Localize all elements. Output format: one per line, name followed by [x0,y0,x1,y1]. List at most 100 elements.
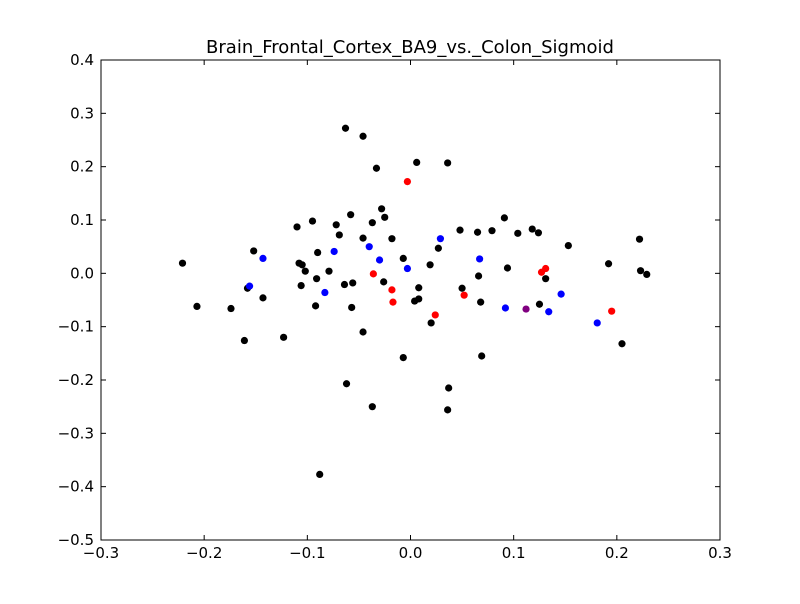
data-point [399,254,407,262]
data-point [488,227,496,235]
data-point [478,352,486,360]
data-point [227,304,235,313]
data-point [415,295,423,303]
y-tick-label: 0.3 [70,104,94,122]
data-point [618,340,626,348]
data-point [413,158,421,166]
data-point [643,270,651,278]
data-point [250,247,258,255]
data-point [348,303,356,312]
data-point [381,213,389,221]
data-point [349,279,357,287]
data-point [476,255,484,263]
data-point [259,294,267,302]
chart-title: Brain_Frontal_Cortex_BA9_vs._Colon_Sigmo… [206,37,614,58]
data-point [372,164,381,172]
data-point [316,470,324,478]
data-point [403,264,412,273]
data-point [389,298,397,306]
data-point [332,221,340,229]
data-point [501,304,510,312]
x-tick-label: −0.1 [289,544,325,562]
data-point [500,214,508,222]
x-tick-label: 0.0 [399,544,423,562]
data-point [359,234,367,242]
data-point [542,275,550,283]
data-point [474,272,483,280]
y-tick-label: 0.2 [70,158,94,176]
data-point [313,275,321,283]
data-point [427,319,435,327]
data-point [434,244,442,252]
data-point [342,380,351,388]
data-point [399,354,407,362]
data-point [298,261,306,269]
x-tick-label: −0.2 [186,544,222,562]
data-points [178,124,651,478]
data-point [528,225,536,233]
data-point [514,229,522,237]
data-point [308,217,317,225]
data-point [378,205,386,213]
data-point [314,248,322,257]
data-point [335,231,343,239]
data-point [542,264,550,273]
data-point [359,132,367,140]
data-point [436,235,445,243]
data-point [403,178,412,186]
data-point [415,284,423,292]
data-point [545,308,553,316]
data-point [330,247,338,256]
data-point [477,298,485,306]
data-point [444,159,452,167]
y-tick-label: −0.5 [58,531,94,549]
y-tick-label: −0.3 [58,424,94,442]
data-point [473,228,482,236]
x-tick-label: 0.3 [708,544,732,562]
data-point [534,229,543,237]
y-tick-label: −0.2 [58,371,94,389]
y-tick-label: −0.1 [58,318,94,336]
data-point [259,254,267,262]
data-point [347,211,355,219]
y-tick-label: −0.4 [58,478,94,496]
data-point [293,223,301,231]
data-point [388,286,396,294]
data-point [431,311,439,319]
x-tick-label: 0.1 [502,544,526,562]
data-point [426,261,434,269]
y-tick-label: 0.0 [70,264,94,282]
data-point [369,270,377,278]
data-point [297,282,305,290]
data-point [557,290,565,298]
data-point [564,242,572,250]
data-point [341,124,350,132]
data-point [325,267,333,275]
data-point [503,264,512,272]
data-point [380,278,388,286]
data-point [636,267,645,275]
data-point [444,406,452,414]
data-point [359,328,367,336]
data-point [240,336,249,345]
data-point [460,291,468,299]
data-point [388,235,396,243]
data-point [608,307,616,315]
data-point [375,256,384,264]
data-point [311,302,320,310]
data-point [301,267,309,275]
data-point [635,235,644,243]
data-point [193,302,201,310]
data-point [535,300,544,308]
data-point [245,282,254,290]
data-point [280,333,288,341]
plot-area-frame [100,59,721,541]
x-tick-label: 0.2 [605,544,629,562]
x-tick-label: −0.3 [83,544,119,562]
data-point [458,284,466,292]
axis-ticks: −0.3 −0.2 −0.1 0.0 0.1 0.2 0.3 0.4 0.3 0.2 0.1 0.0 −… [58,51,732,562]
data-point [445,384,453,392]
